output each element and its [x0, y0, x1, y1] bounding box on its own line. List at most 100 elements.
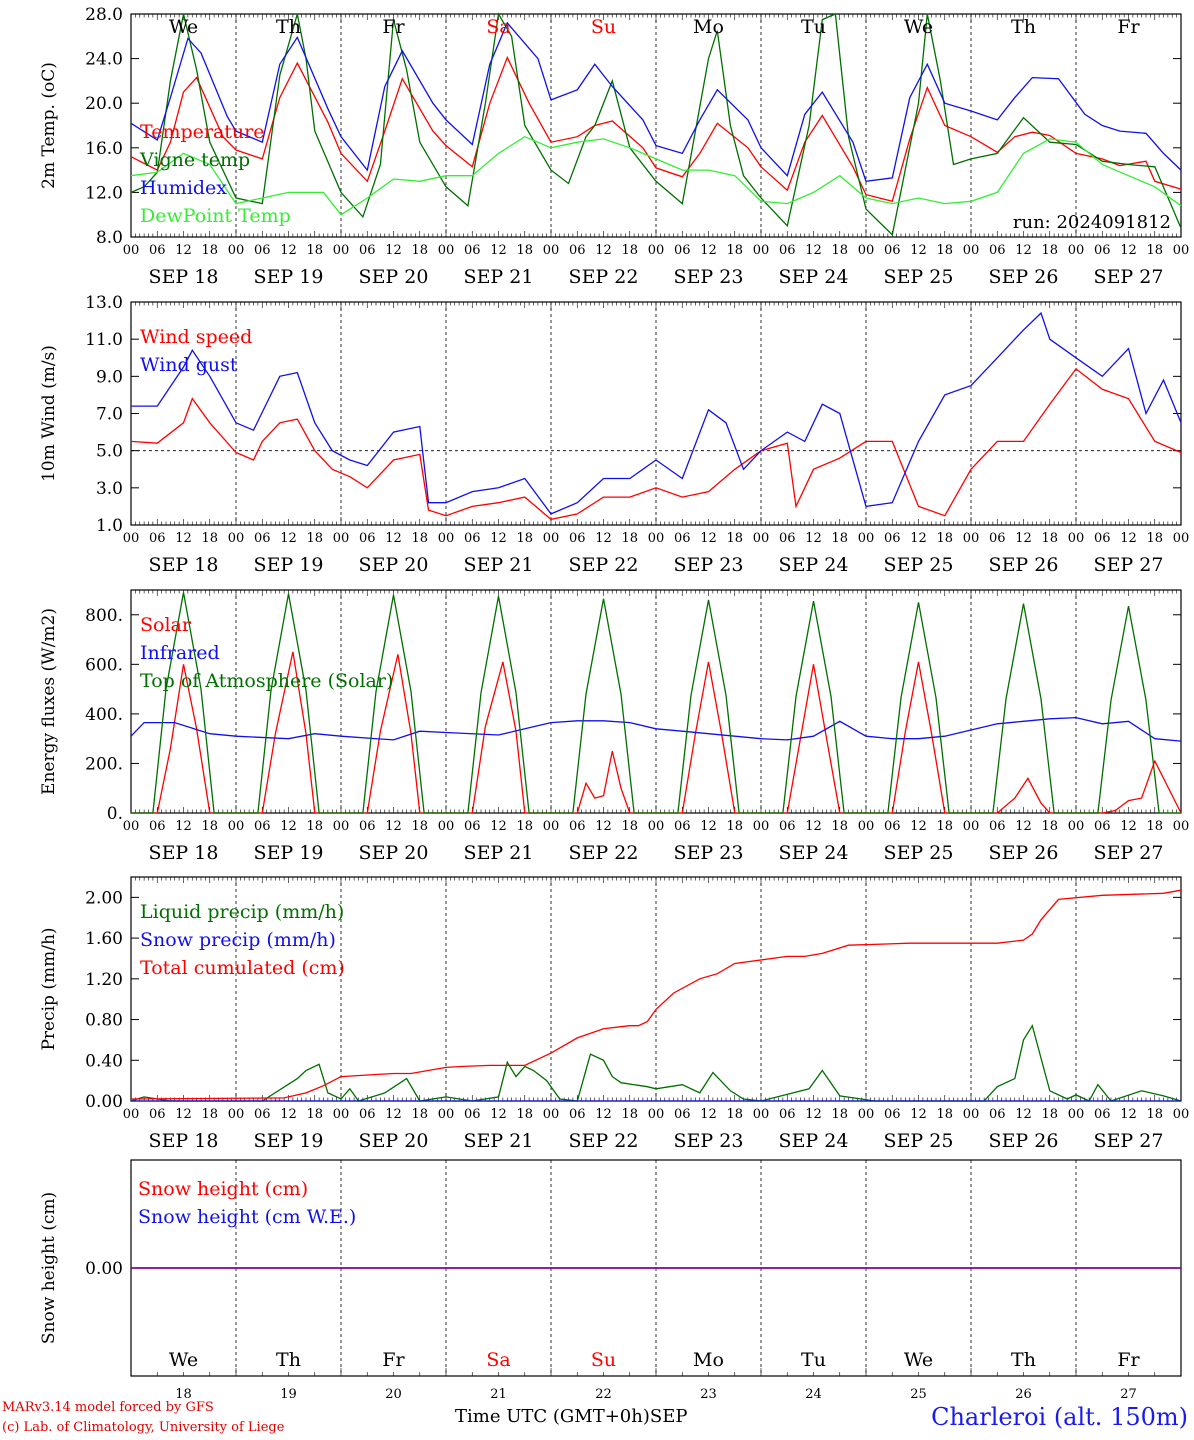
hour-label: 18 — [306, 243, 323, 258]
y-tick-label: 0.40 — [85, 1051, 123, 1071]
hour-label: 12 — [700, 243, 717, 258]
hour-label: 18 — [1041, 243, 1058, 258]
hour-label: 06 — [674, 531, 691, 546]
series-line — [131, 311, 1182, 515]
plot-frame — [130, 301, 1182, 526]
y-tick-label: 800. — [85, 606, 123, 626]
hour-label: 06 — [674, 1107, 691, 1122]
hour-label: 00 — [1173, 1107, 1190, 1122]
legend-entry: Wind gust — [140, 354, 238, 376]
hour-label: 12 — [1015, 1107, 1032, 1122]
hour-label: 18 — [936, 531, 953, 546]
day-name: Th — [1011, 1349, 1036, 1371]
date-label: SEP 22 — [569, 266, 639, 288]
hour-label: 06 — [569, 819, 586, 834]
hour-label: 00 — [753, 1107, 770, 1122]
legend-entry: Humidex — [140, 177, 227, 199]
hour-label: 18 — [1146, 243, 1163, 258]
y-tick-label: 7.0 — [96, 405, 123, 425]
hour-label: 00 — [858, 243, 875, 258]
snow-panel: 0.00 Snow height (cm) Snow height (cm) Snow… — [39, 1159, 1182, 1402]
hour-label: 18 — [726, 819, 743, 834]
plot-frame — [130, 13, 1182, 238]
hour-label: 12 — [910, 531, 927, 546]
hour-label: 12 — [595, 243, 612, 258]
hour-label: 00 — [1068, 531, 1085, 546]
energy-panel: 800. 600. 400. 200. 0. Energy fluxes (W/m2) So… — [39, 589, 1189, 864]
day-name: Th — [276, 1349, 301, 1371]
hour-label: 00 — [123, 243, 140, 258]
hour-label: 06 — [149, 531, 166, 546]
hour-label: 12 — [490, 531, 507, 546]
hour-label: 00 — [1173, 243, 1190, 258]
hour-label: 12 — [1120, 531, 1137, 546]
y-tick-label: 2.00 — [85, 888, 123, 908]
hour-label: 00 — [963, 1107, 980, 1122]
legend-entry: Temperature — [140, 121, 264, 143]
date-label: SEP 25 — [884, 1130, 954, 1152]
hour-label: 00 — [228, 1107, 245, 1122]
hour-label: 12 — [1015, 819, 1032, 834]
hour-label: 18 — [411, 819, 428, 834]
hour-label: 18 — [726, 243, 743, 258]
hour-label: 06 — [359, 531, 376, 546]
date-label: SEP 22 — [569, 554, 639, 576]
hour-label: 12 — [805, 531, 822, 546]
hour-label: 00 — [648, 819, 665, 834]
day-name: Mo — [693, 16, 724, 38]
hour-label: 00 — [228, 243, 245, 258]
hour-label: 00 — [333, 819, 350, 834]
legend-entry: Infrared — [140, 642, 220, 664]
hour-label: 18 — [201, 243, 218, 258]
hour-label: 00 — [543, 243, 560, 258]
date-label: SEP 26 — [989, 842, 1059, 864]
hour-label: 06 — [569, 531, 586, 546]
hour-label: 18 — [411, 1107, 428, 1122]
date-label: SEP 21 — [464, 842, 534, 864]
date-label: SEP 27 — [1094, 1130, 1164, 1152]
hour-label: 06 — [674, 819, 691, 834]
hour-label: 18 — [306, 1107, 323, 1122]
y-tick-label: 1.0 — [96, 516, 123, 536]
hour-label: 06 — [779, 531, 796, 546]
y-tick-label: 28.0 — [85, 5, 123, 25]
day-number: 26 — [1015, 1387, 1032, 1402]
day-number: 18 — [175, 1387, 192, 1402]
hour-label: 18 — [306, 531, 323, 546]
legend-entry: Liquid precip (mm/h) — [140, 901, 344, 923]
hour-label: 12 — [805, 243, 822, 258]
date-label: SEP 27 — [1094, 266, 1164, 288]
date-label: SEP 25 — [884, 842, 954, 864]
hour-label: 00 — [123, 531, 140, 546]
hour-label: 12 — [1120, 1107, 1137, 1122]
hour-label: 06 — [254, 531, 271, 546]
hour-label: 00 — [228, 531, 245, 546]
hour-label: 00 — [1068, 243, 1085, 258]
hour-label: 12 — [700, 531, 717, 546]
date-label: SEP 18 — [149, 842, 219, 864]
hour-label: 00 — [1068, 1107, 1085, 1122]
hour-label: 00 — [1173, 531, 1190, 546]
series-line — [130, 716, 1182, 742]
hour-label: 06 — [989, 531, 1006, 546]
legend-entry: Top of Atmosphere (Solar) — [140, 670, 393, 692]
hour-label: 12 — [280, 531, 297, 546]
hour-label: 12 — [910, 819, 927, 834]
series-line — [130, 1024, 1182, 1102]
day-number: 24 — [805, 1387, 822, 1402]
hour-label: 18 — [201, 531, 218, 546]
hour-label: 00 — [858, 531, 875, 546]
hour-label: 12 — [700, 819, 717, 834]
wind-panel: 13.0 11.0 9.0 7.0 5.0 3.0 1.0 10m Wind (m/s) Win… — [39, 293, 1189, 576]
legend-entry: Snow precip (mm/h) — [140, 929, 336, 951]
hour-label: 12 — [280, 819, 297, 834]
hour-label: 18 — [726, 1107, 743, 1122]
series-line — [130, 21, 1182, 183]
hour-label: 00 — [438, 531, 455, 546]
day-name: Tu — [801, 1349, 826, 1371]
y-tick-label: 20.0 — [85, 94, 123, 114]
legend-entry: Snow height (cm W.E.) — [138, 1206, 356, 1228]
time-axis-label: Time UTC (GMT+0h) — [455, 1406, 650, 1427]
date-label: SEP 24 — [779, 554, 849, 576]
day-name: Fr — [1117, 16, 1140, 38]
